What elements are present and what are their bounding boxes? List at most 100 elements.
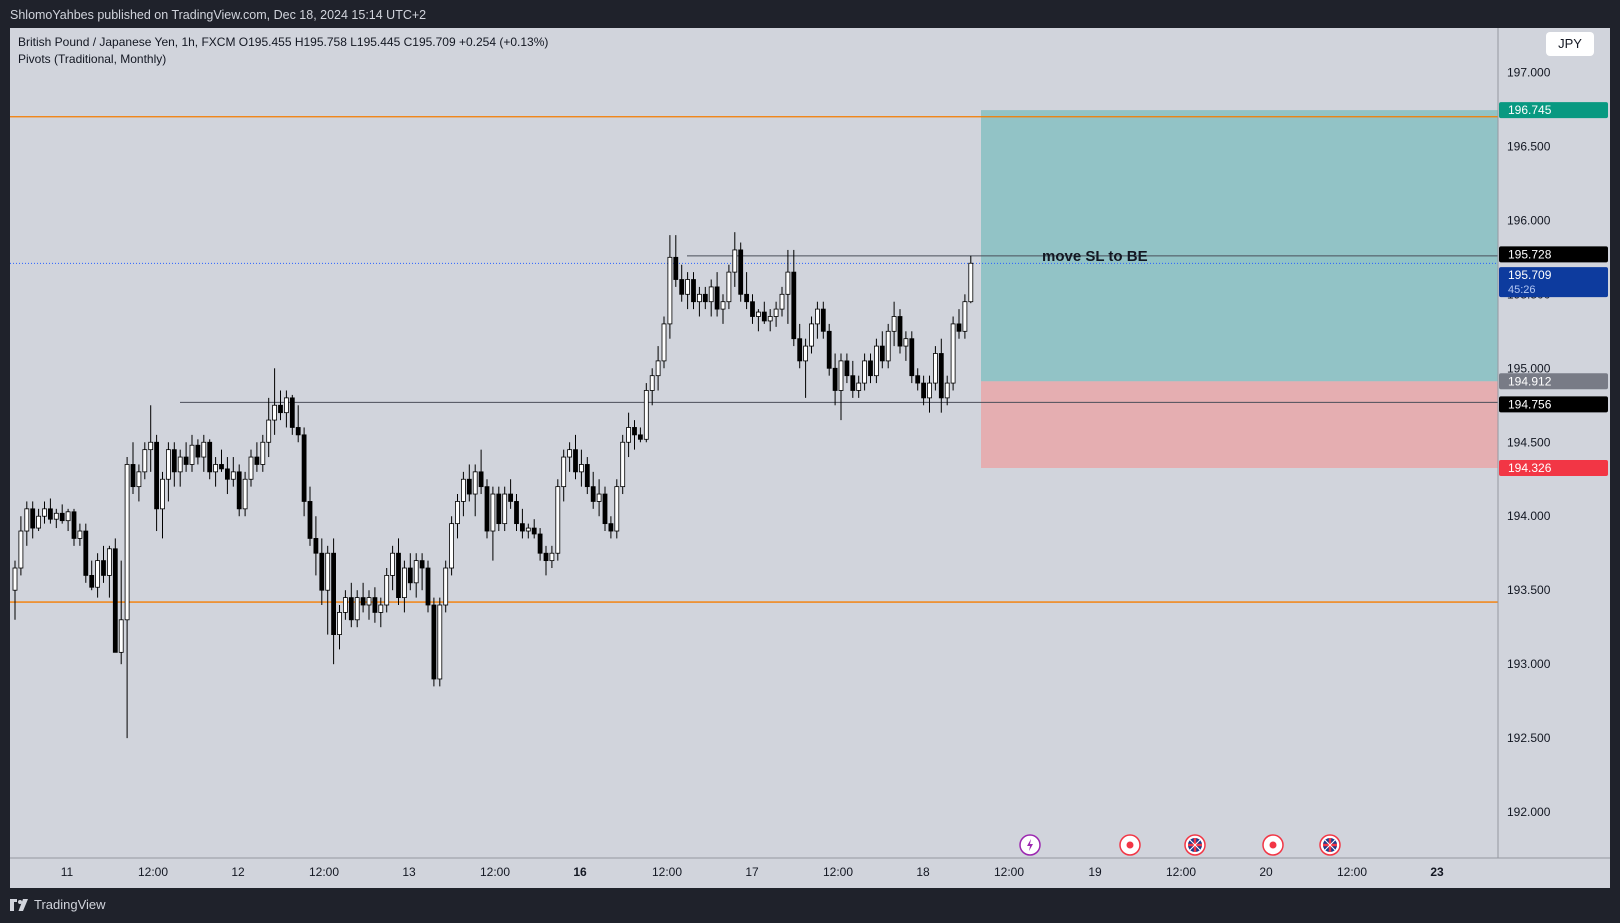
candle-body[interactable] [301, 434, 307, 502]
candle-body[interactable] [525, 527, 531, 532]
candle-body[interactable] [207, 441, 213, 473]
candle-body[interactable] [313, 538, 319, 554]
candle-body[interactable] [283, 397, 289, 414]
candle-body[interactable] [714, 286, 720, 310]
candle-body[interactable] [649, 375, 655, 391]
candle-body[interactable] [307, 501, 313, 539]
candle-body[interactable] [230, 471, 236, 480]
candle-body[interactable] [160, 478, 165, 510]
candle-body[interactable] [614, 486, 620, 532]
candle-body[interactable] [655, 360, 661, 377]
candle-body[interactable] [638, 434, 643, 440]
candle-body[interactable] [826, 330, 832, 369]
candle-body[interactable] [761, 311, 767, 322]
candle-body[interactable] [272, 404, 278, 421]
candle-body[interactable] [30, 508, 36, 529]
candle-body[interactable] [726, 271, 732, 303]
candle-body[interactable] [927, 382, 932, 399]
candle-body[interactable] [514, 501, 519, 525]
candle-body[interactable] [956, 323, 962, 332]
candle-body[interactable] [879, 345, 885, 362]
candle-body[interactable] [348, 597, 354, 621]
candle-body[interactable] [862, 360, 867, 384]
candle-body[interactable] [838, 360, 844, 391]
candle-body[interactable] [667, 256, 673, 325]
candle-body[interactable] [118, 619, 124, 653]
candle-body[interactable] [632, 427, 637, 436]
price-axis[interactable] [1498, 28, 1610, 858]
candle-body[interactable] [543, 552, 549, 562]
candle-body[interactable] [413, 560, 419, 584]
candle-body[interactable] [791, 271, 797, 340]
candle-body[interactable] [508, 493, 514, 502]
time-axis[interactable] [10, 858, 1610, 888]
candle-body[interactable] [531, 527, 537, 535]
candle-body[interactable] [372, 597, 378, 613]
candle-body[interactable] [643, 390, 649, 440]
candle-body[interactable] [561, 456, 567, 488]
candle-body[interactable] [844, 360, 850, 377]
candle-body[interactable] [248, 456, 254, 480]
candle-body[interactable] [130, 464, 136, 488]
candle-body[interactable] [260, 441, 266, 465]
candle-body[interactable] [136, 471, 142, 488]
candle-body[interactable] [342, 597, 348, 613]
candle-body[interactable] [496, 493, 502, 525]
target-zone[interactable] [981, 110, 1498, 382]
candle-body[interactable] [620, 441, 626, 488]
candle-body[interactable] [236, 471, 242, 510]
candle-body[interactable] [502, 493, 508, 525]
candle-body[interactable] [472, 471, 478, 495]
chart-svg[interactable]: move SL to BE 192.000 192.500 193.000 193.50… [10, 28, 1610, 888]
candle-body[interactable] [24, 508, 30, 532]
candle-body[interactable] [366, 597, 372, 606]
candle-body[interactable] [779, 293, 785, 310]
candle-body[interactable] [148, 441, 154, 451]
candle-body[interactable] [856, 382, 862, 391]
candle-body[interactable] [720, 301, 726, 310]
candle-body[interactable] [519, 523, 525, 532]
candle-body[interactable] [466, 478, 472, 495]
candle-body[interactable] [154, 441, 160, 510]
candle-body[interactable] [708, 286, 714, 303]
candle-body[interactable] [661, 323, 667, 362]
candle-body[interactable] [142, 449, 148, 473]
candle-body[interactable] [95, 560, 100, 588]
candle-body[interactable] [53, 512, 59, 520]
candle-body[interactable] [555, 486, 561, 554]
currency-button[interactable]: JPY [1546, 32, 1594, 56]
candle-body[interactable] [962, 301, 968, 332]
candle-body[interactable] [773, 308, 779, 317]
candle-body[interactable] [437, 604, 443, 680]
candle-body[interactable] [820, 308, 826, 332]
candle-body[interactable] [396, 552, 401, 599]
candle-body[interactable] [702, 293, 708, 303]
candle-body[interactable] [48, 508, 53, 520]
candle-body[interactable] [219, 464, 224, 470]
candle-body[interactable] [815, 308, 820, 325]
candle-body[interactable] [425, 567, 431, 606]
candle-body[interactable] [944, 382, 950, 399]
candle-body[interactable] [449, 523, 455, 569]
candle-body[interactable] [750, 301, 755, 317]
candle-body[interactable] [590, 486, 596, 502]
candle-body[interactable] [77, 530, 83, 539]
candle-body[interactable] [797, 338, 803, 362]
candle-body[interactable] [42, 508, 47, 517]
candle-body[interactable] [407, 567, 413, 584]
candle-body[interactable] [112, 548, 118, 653]
candle-body[interactable] [921, 382, 926, 399]
candle-body[interactable] [673, 256, 679, 280]
candle-body[interactable] [738, 249, 744, 295]
candle-body[interactable] [177, 456, 183, 473]
annotation-text[interactable]: move SL to BE [1042, 248, 1148, 265]
candle-body[interactable] [254, 456, 260, 465]
candle-body[interactable] [242, 478, 248, 510]
candle-body[interactable] [885, 330, 891, 362]
candle-body[interactable] [124, 464, 130, 621]
candle-body[interactable] [897, 316, 903, 347]
candle-body[interactable] [732, 249, 738, 273]
candle-body[interactable] [785, 271, 791, 295]
candle-body[interactable] [189, 444, 195, 465]
candle-body[interactable] [107, 548, 112, 576]
